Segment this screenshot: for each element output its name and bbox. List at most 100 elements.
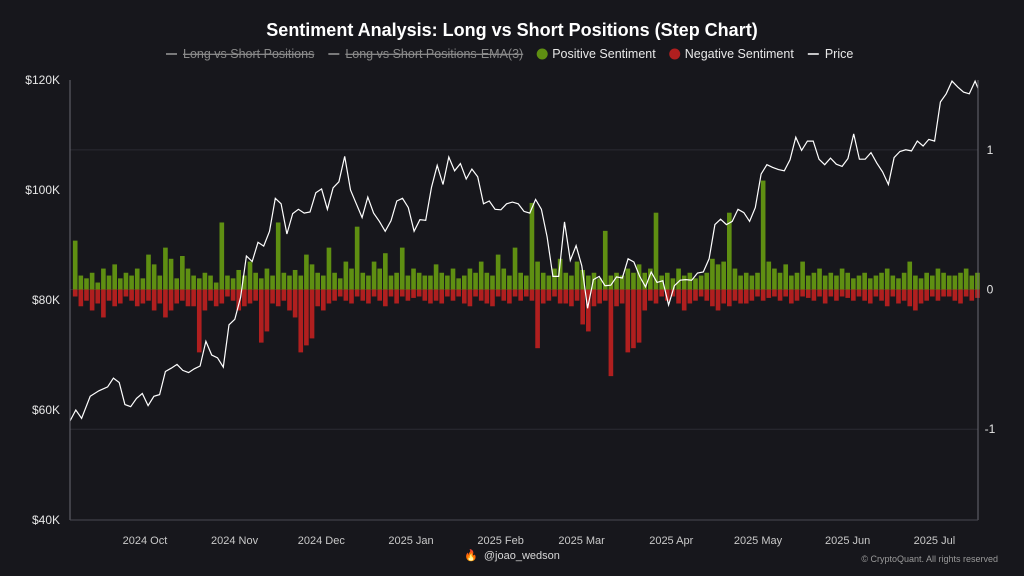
positive-sentiment-bar [574,261,580,290]
left-tick-label: $60K [32,403,60,417]
negative-sentiment-bar [411,289,416,298]
negative-sentiment-bar [180,289,185,301]
positive-sentiment-bar [958,272,963,290]
negative-sentiment-bar [913,289,918,311]
price-line [69,79,979,422]
negative-sentiment-bar [129,289,134,301]
negative-sentiment-bar [760,289,766,301]
positive-sentiment-bar [642,272,648,290]
positive-sentiment-bar [856,275,862,290]
legend-swatch [669,48,681,60]
negative-sentiment-bar [918,289,924,304]
positive-sentiment-bar [315,272,320,290]
positive-sentiment-bar [360,272,366,290]
legend-item-3[interactable]: Negative Sentiment [669,47,794,61]
negative-sentiment-bar [614,289,619,307]
negative-sentiment-bar [191,289,196,307]
negative-sentiment-bar [642,289,648,311]
positive-sentiment-bar [467,268,473,290]
negative-sentiment-bar [371,289,377,297]
positive-sentiment-bar [191,275,196,290]
positive-sentiment-bar [428,275,433,290]
legend-label: Positive Sentiment [552,47,656,61]
negative-sentiment-bar [636,289,642,343]
legend-item-2[interactable]: Positive Sentiment [536,47,657,61]
negative-sentiment-bar [580,289,586,325]
author-handle: @joao_wedson [484,550,560,562]
legend-item-4[interactable]: Price [807,47,854,61]
legend-label: Long vs Short Positions [183,47,314,61]
positive-sentiment-bar [281,272,287,290]
legend-item-0[interactable]: Long vs Short Positions [166,47,314,61]
positive-sentiment-bar [743,272,749,290]
negative-sentiment-bar [901,289,907,301]
negative-sentiment-bar [884,289,890,307]
negative-sentiment-bar [309,289,315,339]
negative-sentiment-bar [478,289,484,301]
negative-sentiment-bar [924,289,929,301]
negative-sentiment-bar [569,289,574,307]
negative-sentiment-bar [168,289,174,311]
negative-sentiment-bar [343,289,349,301]
positive-sentiment-bar [185,268,191,290]
negative-sentiment-bar [743,289,749,304]
positive-sentiment-bar [219,222,225,290]
positive-sentiment-bar [789,275,794,290]
negative-sentiment-bar [552,289,557,297]
negative-sentiment-bar [969,289,975,301]
author-handle-row: 🔥 @joao_wedson [464,549,560,562]
negative-sentiment-bar [450,289,456,301]
positive-sentiment-bar [321,275,326,290]
positive-sentiment-bar [817,268,822,290]
positive-sentiment-bar [715,264,721,290]
negative-sentiment-bar [428,289,433,304]
positive-sentiment-bar [879,272,884,290]
positive-sentiment-bar [625,268,631,290]
negative-sentiment-bar [95,289,101,304]
left-tick-label: $120K [25,73,60,87]
positive-sentiment-bar [157,275,163,290]
negative-sentiment-bar [755,289,760,297]
negative-sentiment-bar [439,289,445,304]
positive-sentiment-bar [546,275,552,290]
positive-sentiment-bar [180,256,185,290]
x-tick-label: 2025 Apr [649,535,693,547]
negative-sentiment-bar [253,289,258,301]
negative-sentiment-bar [563,289,569,304]
negative-sentiment-bar [710,289,715,307]
legend-item-1[interactable]: Long vs Short Positions-EMA(3) [328,47,523,61]
negative-sentiment-bar [845,289,851,298]
legend-label: Price [825,47,854,61]
positive-sentiment-bar [602,230,608,290]
positive-sentiment-bar [230,278,236,290]
positive-sentiment-bar [738,275,743,290]
positive-sentiment-bar [236,269,242,290]
negative-sentiment-bar [540,289,546,304]
negative-sentiment-bar [298,289,304,353]
negative-sentiment-bar [174,289,180,304]
positive-sentiment-bar [258,278,264,290]
negative-sentiment-bar [337,289,343,297]
positive-sentiment-bar [800,261,805,290]
positive-sentiment-bar [636,264,642,290]
negative-sentiment-bar [704,289,710,301]
negative-sentiment-bar [225,289,230,297]
negative-sentiment-bar [146,289,151,301]
positive-sentiment-bar [118,278,123,290]
positive-sentiment-bar [287,275,292,290]
negative-sentiment-bar [839,289,845,297]
positive-sentiment-bar [726,212,732,290]
positive-sentiment-bar [963,268,969,290]
negative-sentiment-bar [304,289,309,346]
positive-sentiment-bar [326,247,332,290]
negative-sentiment-bar [619,289,625,304]
negative-sentiment-bar [681,289,687,311]
positive-sentiment-bar [772,268,777,290]
positive-sentiment-bar [394,272,399,290]
positive-sentiment-bar [924,272,929,290]
positive-sentiment-bar [952,275,958,290]
positive-sentiment-bar [755,272,760,290]
negative-sentiment-bar [811,289,817,301]
positive-sentiment-bar [146,254,151,290]
positive-sentiment-bar [366,275,371,290]
